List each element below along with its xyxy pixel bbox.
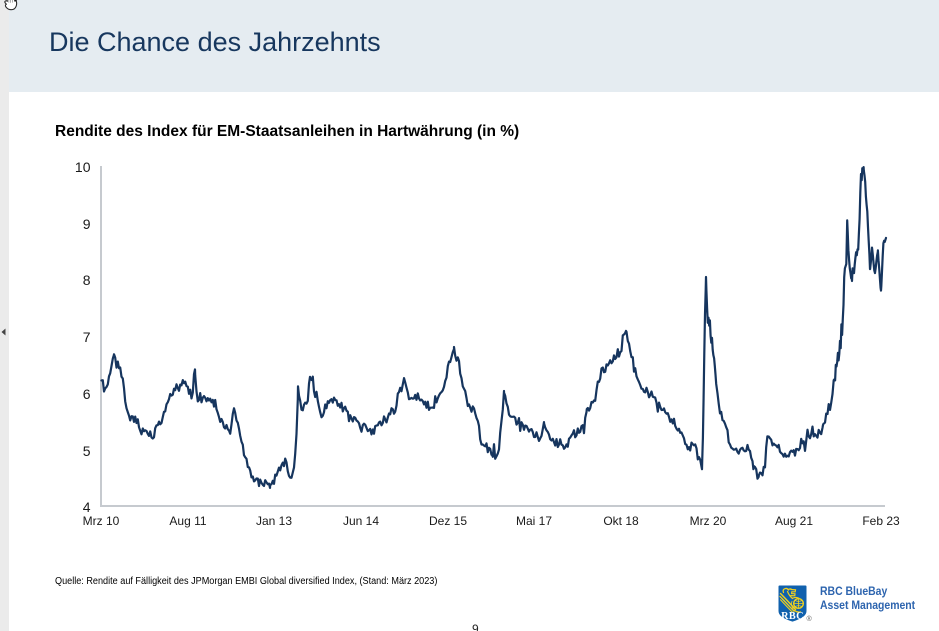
- svg-text:RBC: RBC: [781, 611, 804, 622]
